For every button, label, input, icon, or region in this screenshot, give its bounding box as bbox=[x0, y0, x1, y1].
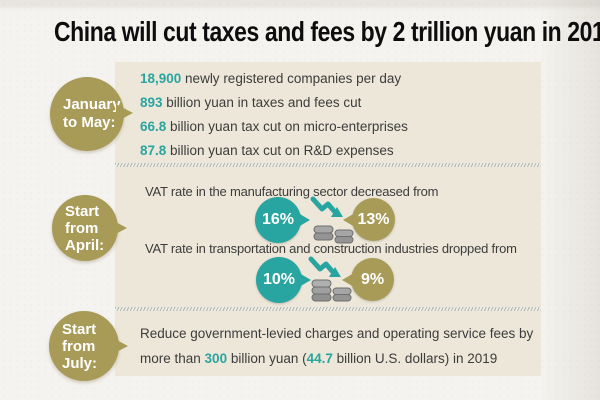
vat-new-rate-bubble: 9% bbox=[342, 258, 394, 301]
bubble-tail bbox=[298, 213, 310, 227]
vat-new-rate: 9% bbox=[360, 270, 385, 288]
fact-text: newly registered companies per day bbox=[181, 71, 402, 86]
bubble-tail bbox=[342, 273, 354, 287]
decrease-arrow-icon bbox=[308, 256, 341, 277]
fact-text: billion yuan in taxes and fees cut bbox=[162, 95, 362, 110]
badge-line: to May: bbox=[63, 114, 116, 131]
vat-old-rate-bubble: 10% bbox=[256, 257, 311, 303]
july-line-2: more than 300 billion yuan (44.7 billion… bbox=[140, 346, 533, 371]
decrease-arrow-icon bbox=[310, 196, 343, 217]
badge-line: from bbox=[65, 219, 99, 237]
badge-start-from-april: Start from April: bbox=[52, 195, 127, 261]
text-part: billion yuan ( bbox=[227, 351, 307, 366]
vat-caption-transportation: VAT rate in transportation and construct… bbox=[145, 241, 517, 256]
fact-line: 893 billion yuan in taxes and fees cut bbox=[140, 91, 408, 115]
panel-january-may bbox=[115, 62, 541, 163]
fact-line: 87.8 billion yuan tax cut on R&D expense… bbox=[140, 139, 408, 163]
fact-value: 87.8 bbox=[140, 143, 167, 158]
vat-caption-manufacturing: VAT rate in the manufacturing sector dec… bbox=[145, 184, 439, 199]
highlight-value: 300 bbox=[204, 351, 228, 366]
badge-line: Start bbox=[65, 202, 100, 220]
text-part: more than bbox=[140, 351, 205, 366]
bubble-tail bbox=[343, 213, 355, 227]
badge-line: July: bbox=[62, 354, 98, 372]
badge-start-from-july: Start from July: bbox=[49, 311, 128, 381]
badge-january-to-may: January to May: bbox=[50, 77, 133, 151]
coins-icon bbox=[313, 225, 354, 244]
badge-line: April: bbox=[65, 236, 105, 254]
badge-tail bbox=[111, 337, 128, 355]
badge-tail bbox=[110, 219, 127, 237]
facts-list: 18,900 newly registered companies per da… bbox=[140, 67, 408, 163]
july-line-1: Reduce government-levied charges and ope… bbox=[140, 326, 534, 341]
separator-line bbox=[115, 307, 541, 311]
vat-new-rate: 13% bbox=[357, 210, 390, 228]
highlight-value: 44.7 bbox=[306, 351, 333, 366]
fact-line: 18,900 newly registered companies per da… bbox=[140, 67, 408, 91]
panel-start-july bbox=[115, 311, 541, 376]
july-text: Reduce government-levied charges and ope… bbox=[140, 321, 533, 371]
bubble-tail bbox=[299, 273, 311, 287]
coins-icon bbox=[311, 279, 352, 302]
vat-new-rate-bubble: 13% bbox=[343, 198, 395, 241]
fact-line: 66.8 billion yuan tax cut on micro-enter… bbox=[140, 115, 408, 139]
badge-line: January bbox=[63, 96, 121, 113]
badge-line: from bbox=[62, 337, 96, 355]
vat-old-rate: 10% bbox=[262, 271, 296, 288]
fact-value: 66.8 bbox=[140, 119, 167, 134]
badge-line: Start bbox=[62, 320, 97, 338]
page-title: China will cut taxes and fees by 2 trill… bbox=[54, 16, 600, 47]
fact-text: billion yuan tax cut on micro-enterprise… bbox=[166, 119, 408, 134]
text-part: billion U.S. dollars) in 2019 bbox=[332, 351, 498, 366]
separator-line bbox=[115, 163, 541, 167]
fact-text: billion yuan tax cut on R&D expenses bbox=[166, 143, 394, 158]
fact-value: 18,900 bbox=[140, 71, 182, 86]
fact-value: 893 bbox=[140, 95, 163, 110]
vat-old-rate-bubble: 16% bbox=[255, 197, 310, 243]
badge-tail bbox=[116, 104, 133, 122]
vat-old-rate: 16% bbox=[261, 211, 295, 228]
